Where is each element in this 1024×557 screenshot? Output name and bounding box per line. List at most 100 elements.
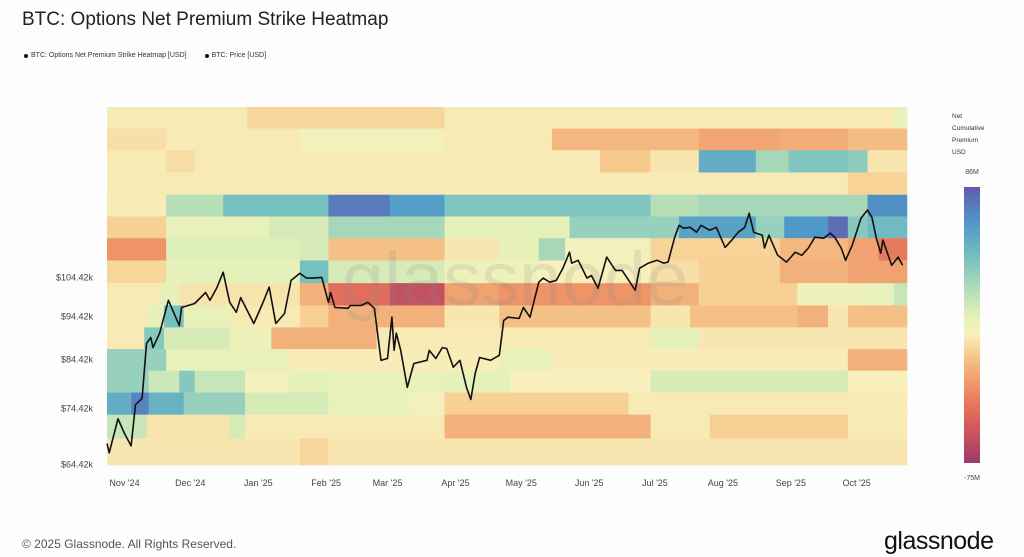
heatmap-cell: [650, 414, 711, 439]
heatmap-cell: [107, 238, 167, 261]
heatmap-cell: [444, 283, 500, 306]
heatmap-cell: [148, 370, 180, 393]
heatmap-cell: [650, 370, 849, 393]
heatmap-cell: [166, 238, 301, 261]
heatmap-cell: [194, 150, 601, 173]
copyright: © 2025 Glassnode. All Rights Reserved.: [22, 537, 237, 551]
heatmap-cell: [328, 370, 445, 393]
heatmap-cell: [797, 305, 829, 328]
colorbar-title: Net Cumulative Premium USD: [952, 111, 1012, 159]
heatmap-cell: [788, 150, 849, 173]
heatmap-cell: [183, 305, 231, 328]
heatmap-cell: [538, 260, 651, 284]
heatmap-cell: [444, 305, 500, 328]
heatmap-cell: [299, 128, 445, 151]
colorbar-title-line: Net: [952, 113, 963, 120]
legend-label: BTC: Options Net Premium Strike Heatmap …: [31, 52, 187, 59]
heatmap-cell: [650, 260, 700, 284]
heatmap-cell: [107, 107, 248, 129]
legend-label: BTC: Price [USD]: [211, 52, 267, 59]
heatmap-cell: [166, 260, 301, 284]
heatmap-cell: [444, 128, 553, 151]
heatmap-cell: [569, 216, 680, 239]
heatmap-cell: [698, 128, 781, 151]
colorbar-title-line: USD: [952, 149, 966, 156]
heatmap-cell: [299, 438, 329, 466]
heatmap-cell: [499, 238, 540, 261]
heatmap-cell: [107, 370, 149, 393]
heatmap-cell: [107, 305, 149, 328]
x-tick-label: May '25: [506, 478, 537, 488]
heatmap-cell: [223, 194, 329, 217]
colorbar-title-line: Premium: [952, 137, 979, 144]
x-tick-label: Feb '25: [311, 478, 341, 488]
x-tick-label: Jul '25: [642, 478, 668, 488]
heatmap-cell: [444, 414, 651, 439]
heatmap-cell: [698, 260, 781, 284]
y-axis: $104.42k $94.42k $84.42k $74.42k $64.42k: [56, 272, 94, 469]
heatmap-cell: [166, 349, 290, 371]
heatmap-cell: [847, 260, 908, 284]
x-tick-label: Sep '25: [776, 478, 806, 488]
heatmap-cell: [828, 305, 849, 328]
heatmap-cell: [107, 128, 167, 151]
heatmap-cell: [166, 128, 301, 151]
heatmap-cell: [797, 283, 860, 306]
heatmap-cell: [698, 327, 908, 350]
glassnode-logo: glassnode: [884, 527, 994, 555]
legend-item-heatmap[interactable]: BTC: Options Net Premium Strike Heatmap …: [24, 52, 187, 59]
legend-item-price[interactable]: BTC: Price [USD]: [204, 52, 267, 59]
heatmap-cell: [328, 238, 445, 261]
heatmap-cell: [499, 305, 651, 328]
heatmap-cell: [847, 172, 908, 196]
heatmap-cell: [847, 305, 908, 328]
heatmap-cell: [166, 216, 270, 239]
heatmap-cell: [163, 327, 231, 350]
heatmap-cell: [389, 283, 445, 306]
heatmap-cell: [328, 438, 908, 466]
heatmap-cell: [148, 392, 185, 415]
heatmap-cell: [269, 216, 329, 239]
heatmap-cell: [784, 216, 829, 239]
heatmap-cell: [444, 107, 895, 129]
heatmap-cell: [444, 216, 570, 239]
heatmap-cell: [650, 194, 700, 217]
colorbar-title-line: Cumulative: [952, 125, 985, 132]
legend: BTC: Options Net Premium Strike Heatmap …: [24, 52, 266, 59]
heatmap-cell: [779, 128, 849, 151]
heatmap-cell: [755, 216, 785, 239]
chart-title: BTC: Options Net Premium Strike Heatmap: [22, 9, 389, 30]
x-tick-label: Oct '25: [842, 478, 870, 488]
heatmap-cell: [107, 283, 160, 306]
heatmap-cell: [107, 327, 145, 350]
heatmap-cell: [194, 370, 246, 393]
x-tick-label: Jun '25: [575, 478, 604, 488]
heatmap-cell: [299, 238, 329, 261]
y-tick-label: $94.42k: [61, 311, 94, 321]
heatmap-cell: [867, 194, 908, 217]
heatmap-cell: [107, 194, 167, 217]
y-tick-label: $64.42k: [61, 460, 94, 470]
heatmap-cell: [166, 150, 195, 173]
heatmap-cell: [328, 283, 391, 306]
heatmap-cell: [690, 305, 798, 328]
heatmap-cell: [179, 370, 195, 393]
heatmap-cell: [847, 128, 908, 151]
heatmap-cell: [444, 260, 540, 284]
heatmap-cell: [893, 107, 908, 129]
heatmap-cell: [328, 305, 445, 328]
heatmap-cell: [858, 283, 895, 306]
heatmap-cell: [847, 370, 908, 393]
heatmap-cell: [107, 349, 167, 371]
heatmap-cell: [288, 370, 329, 393]
heatmap-cell: [229, 414, 246, 439]
heatmap-cell: [299, 305, 329, 328]
heatmap-cell: [328, 392, 410, 415]
heatmap-cell: [245, 392, 329, 415]
heatmap-cell: [409, 392, 445, 415]
heatmap-cell: [328, 260, 445, 284]
heatmap-cell: [444, 238, 500, 261]
heatmap-cell: [183, 392, 246, 415]
heatmap-cell: [107, 438, 301, 466]
heatmap-cell: [159, 283, 180, 306]
